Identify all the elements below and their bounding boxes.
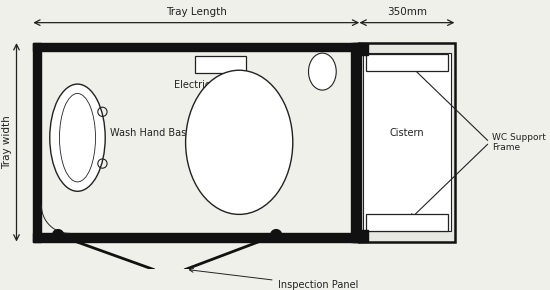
Text: Wash Hand Basin: Wash Hand Basin xyxy=(110,128,195,138)
Text: Tray Length: Tray Length xyxy=(166,7,227,17)
Text: Electric Shower: Electric Shower xyxy=(174,80,249,90)
Bar xyxy=(33,233,359,242)
Text: Cistern: Cistern xyxy=(389,128,424,138)
Text: 350mm: 350mm xyxy=(387,7,427,17)
Text: Wall Hung
WC: Wall Hung WC xyxy=(211,124,267,146)
Circle shape xyxy=(53,230,64,241)
Bar xyxy=(366,54,448,71)
Ellipse shape xyxy=(50,84,105,191)
Bar xyxy=(354,230,367,242)
Text: Tray width: Tray width xyxy=(2,115,12,169)
Bar xyxy=(359,43,454,242)
Ellipse shape xyxy=(309,53,336,90)
Text: Inspection Panel: Inspection Panel xyxy=(189,268,358,290)
Bar xyxy=(366,214,448,231)
Bar xyxy=(41,51,351,233)
Bar xyxy=(33,43,359,51)
Bar xyxy=(354,43,367,55)
Bar xyxy=(363,53,451,231)
Bar xyxy=(195,56,246,72)
Bar xyxy=(33,43,41,242)
Ellipse shape xyxy=(185,70,293,214)
Circle shape xyxy=(271,230,282,241)
Bar xyxy=(351,43,361,242)
Text: WC Support
Frame: WC Support Frame xyxy=(492,133,546,152)
